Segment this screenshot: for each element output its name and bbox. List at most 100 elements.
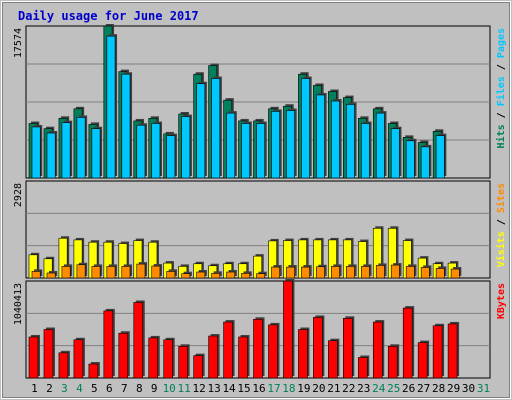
x-tick-label: 24 (372, 382, 386, 395)
bar-sites (181, 273, 191, 279)
x-tick-label: 21 (327, 382, 340, 395)
series-label-part: / (496, 106, 507, 124)
bar-kbytes (223, 321, 233, 379)
x-tick-label: 9 (151, 382, 158, 395)
bar-files (346, 104, 355, 179)
bar-sites (435, 268, 445, 279)
bar-kbytes (417, 342, 428, 379)
x-tick-label: 19 (297, 382, 310, 395)
bar-sites (211, 273, 221, 279)
bar-files (301, 78, 310, 179)
bar-files (435, 135, 445, 179)
bar-files (166, 135, 176, 179)
bar-sites (241, 273, 251, 279)
bar-kbytes (73, 339, 84, 379)
x-tick-label: 10 (163, 382, 176, 395)
bar-files (196, 83, 206, 179)
bar-kbytes (118, 332, 129, 379)
bar-files (405, 140, 415, 179)
bar-sites (286, 266, 295, 279)
x-tick-label: 15 (237, 382, 250, 395)
panel-visits-sites: 2928 Visits / Sites (13, 180, 507, 279)
x-tick-label: 23 (357, 382, 370, 395)
series-label-part: Pages (496, 28, 507, 58)
x-tick-label: 4 (76, 382, 83, 395)
bar-files (211, 78, 221, 179)
bar-kbytes (148, 337, 159, 379)
x-tick-label: 29 (447, 382, 460, 395)
bar-files (151, 123, 161, 179)
bar-kbytes (253, 318, 263, 379)
bar-sites (390, 264, 400, 279)
series-label-part: Visits (495, 231, 507, 267)
bar-files (106, 35, 116, 179)
bar-kbytes (298, 329, 308, 379)
bar-kbytes (387, 346, 398, 379)
bar-sites (166, 271, 176, 279)
panel-hits-files-pages: 17574 Hits / Files / Pages (13, 24, 507, 179)
bar-kbytes (103, 310, 114, 379)
x-tick-label: 3 (61, 382, 68, 395)
bar-sites (31, 271, 41, 279)
series-label-part: Files (495, 76, 507, 106)
series-label-part: / (496, 213, 507, 231)
x-tick-label: 13 (207, 382, 220, 395)
bar-sites (301, 266, 310, 279)
bar-kbytes (88, 363, 99, 379)
x-tick-label: 2 (46, 382, 53, 395)
bar-files (271, 111, 281, 179)
bar-files (121, 73, 131, 179)
bar-files (91, 128, 101, 179)
bar-sites (76, 264, 86, 279)
bar-kbytes (402, 307, 413, 379)
panel-kbytes: 1040413 KBytes (13, 279, 507, 379)
bar-files (241, 123, 251, 179)
bar-kbytes (313, 317, 323, 379)
x-axis-day-labels: 1 2 3 4 5 6 7 8 9 10 11 12 13 14 15 16 17 18 19 20 21 22 23 24 2… (31, 382, 490, 395)
bar-files (375, 112, 385, 179)
bar-kbytes (28, 336, 39, 379)
x-tick-label: 27 (417, 382, 430, 395)
bar-files (331, 100, 340, 179)
bar-sites (331, 266, 340, 279)
bar-kbytes (343, 318, 353, 379)
bar-files (286, 110, 295, 179)
bar-kbytes (283, 280, 293, 379)
bar-sites (46, 272, 56, 279)
bar-sites (151, 265, 161, 279)
bar-sites (106, 266, 116, 279)
y-axis-max-label: 2928 (13, 183, 24, 207)
y-axis-max-label: 17574 (13, 28, 24, 58)
series-label-part: Hits (495, 124, 507, 148)
bar-files (360, 123, 370, 179)
bar-kbytes (238, 336, 248, 379)
bar-files (76, 117, 86, 179)
x-tick-label: 6 (106, 382, 113, 395)
bar-kbytes (372, 321, 383, 379)
bar-sites (405, 266, 415, 279)
x-tick-label: 30 (462, 382, 475, 395)
bar-sites (256, 273, 266, 279)
bar-sites (450, 268, 460, 279)
x-tick-label: 1 (31, 382, 38, 395)
bar-sites (420, 267, 430, 279)
series-label: Visits / Sites (495, 183, 507, 267)
bar-files (61, 122, 71, 179)
x-tick-label: 14 (222, 382, 236, 395)
bar-sites (136, 263, 146, 279)
bar-kbytes (432, 325, 443, 379)
bar-kbytes (268, 324, 278, 379)
bar-files (46, 132, 56, 179)
bar-kbytes (208, 335, 218, 379)
x-tick-label: 18 (282, 382, 295, 395)
bar-files (420, 146, 430, 179)
series-label-part: KBytes (496, 283, 507, 319)
x-tick-label: 11 (178, 382, 191, 395)
bar-kbytes (357, 357, 368, 379)
x-tick-label: 7 (121, 382, 128, 395)
series-label-part: Sites (495, 183, 507, 213)
bar-files (226, 112, 236, 179)
